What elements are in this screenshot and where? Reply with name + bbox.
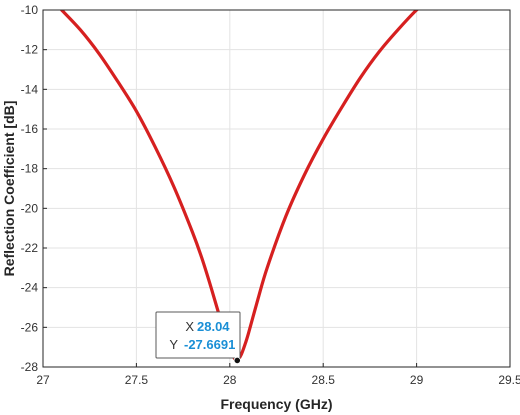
datatip-y-value: -27.6691 — [184, 337, 235, 352]
y-tick-label: -22 — [21, 241, 39, 255]
x-tick-label: 29.5 — [498, 373, 520, 387]
datatip-box[interactable] — [155, 311, 241, 359]
datatip-y-key: Y — [169, 337, 178, 352]
x-tick-label: 29 — [410, 373, 424, 387]
plot-frame — [42, 9, 511, 368]
x-axis-label: Frequency (GHz) — [220, 396, 332, 412]
datatip-x-value: 28.04 — [197, 319, 230, 334]
y-tick-label: -26 — [21, 320, 39, 334]
x-tick-label: 28.5 — [312, 373, 336, 387]
datatip[interactable]: X 28.04 Y -27.6691 — [155, 311, 241, 365]
y-tick-label: -14 — [21, 82, 39, 96]
y-tick-label: -18 — [21, 162, 39, 176]
x-tick-label: 28 — [223, 373, 237, 387]
y-tick-label: -12 — [21, 43, 39, 57]
y-tick-label: -16 — [21, 122, 39, 136]
y-tick-label: -20 — [21, 201, 39, 215]
y-tick-label: -28 — [21, 360, 39, 374]
x-tick-label: 27 — [36, 373, 50, 387]
y-tick-label: -24 — [21, 281, 39, 295]
y-axis-label: Reflection Coefficient [dB] — [1, 101, 17, 277]
ticks: 27 27.5 28 28.5 29 29.5 -28 -26 -24 -22 -20 -18 -16 -… — [21, 3, 520, 387]
x-tick-label: 27.5 — [125, 373, 149, 387]
y-tick-label: -10 — [21, 3, 39, 17]
plot-area — [43, 10, 510, 367]
datatip-x-key: X — [185, 319, 194, 334]
datatip-marker[interactable] — [233, 356, 241, 365]
